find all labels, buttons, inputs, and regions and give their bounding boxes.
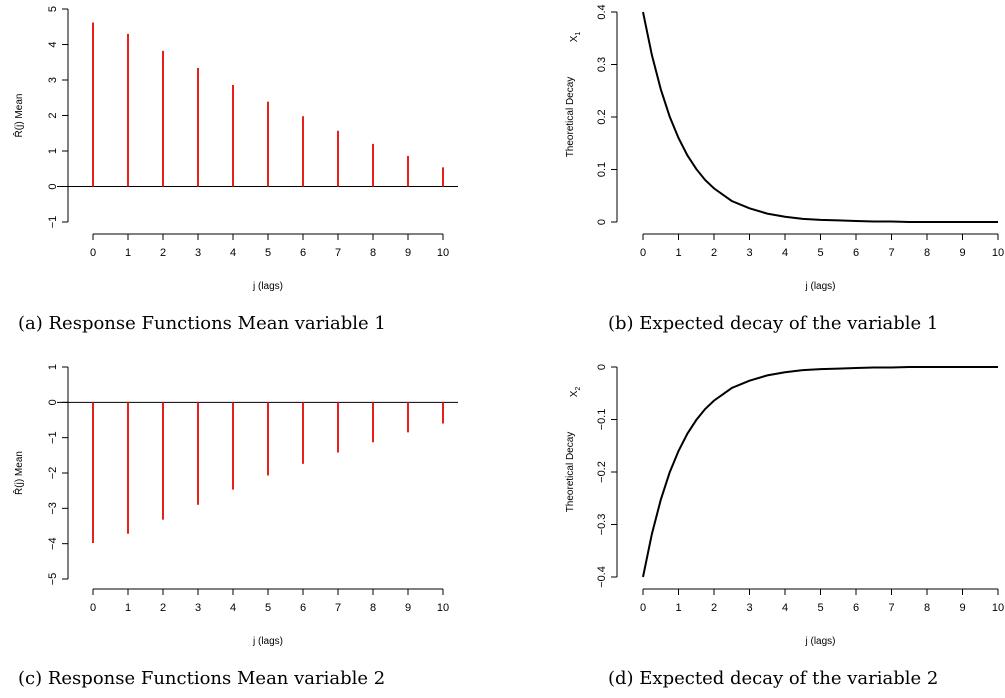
x-tick-label: 8 xyxy=(370,602,376,614)
y-tick-label: 4 xyxy=(47,41,59,47)
y-axis-label: Theoretical Decay xyxy=(565,77,576,158)
x-tick-label: 2 xyxy=(711,247,717,259)
x-tick-label: 4 xyxy=(782,247,788,259)
x-tick-label: 5 xyxy=(817,602,823,614)
x-tick-label: 7 xyxy=(335,602,341,614)
x-tick-label: 2 xyxy=(711,602,717,614)
x-tick-label: 10 xyxy=(992,602,1004,614)
x-axis-label: j (lags) xyxy=(252,636,283,647)
x-tick-label: 9 xyxy=(959,602,965,614)
x-tick-label: 4 xyxy=(230,602,236,614)
y-tick-label: 0.4 xyxy=(596,4,608,19)
x-tick-label: 8 xyxy=(924,247,930,259)
x-tick-label: 1 xyxy=(675,602,681,614)
x-tick-label: 3 xyxy=(746,602,752,614)
x-tick-label: 7 xyxy=(888,602,894,614)
x-tick-label: 9 xyxy=(959,247,965,259)
x-tick-label: 8 xyxy=(370,247,376,259)
y-axis-label-variable: X1 xyxy=(569,32,582,43)
x-axis-label: j (lags) xyxy=(804,281,835,292)
x-tick-label: 3 xyxy=(195,247,201,259)
y-tick-label: 1 xyxy=(47,364,59,370)
caption-d: (d) Expected decay of the variable 2 xyxy=(608,668,939,689)
x-tick-label: 1 xyxy=(125,247,131,259)
x-axis-label: j (lags) xyxy=(252,281,283,292)
y-axis-label: R̂(j) Mean xyxy=(11,451,25,495)
y-tick-label: −0.1 xyxy=(596,409,608,431)
x-tick-label: 6 xyxy=(300,247,306,259)
chart-panel-a: −1 0 1 2 3 4 5 0 1 2 3 4 5 6 7 8 9 10 j (lags) R̂(j) Mean (… xyxy=(0,0,470,340)
caption-a: (a) Response Functions Mean variable 1 xyxy=(18,313,386,334)
chart-panel-c: −5 −4 −3 −2 −1 0 1 0 1 2 3 4 5 6 7 8 9 10 j (lags) R̂(j) Me… xyxy=(0,355,470,698)
x-tick-label: 5 xyxy=(265,602,271,614)
x-tick-label: 8 xyxy=(924,602,930,614)
x-tick-label: 2 xyxy=(160,247,166,259)
x-tick-label: 4 xyxy=(782,602,788,614)
y-tick-label: −4 xyxy=(47,537,59,550)
x-tick-label: 10 xyxy=(437,247,449,259)
x-tick-label: 6 xyxy=(853,247,859,259)
y-tick-label: 0 xyxy=(47,183,59,189)
x-tick-label: 6 xyxy=(853,602,859,614)
chart-b-svg: 0 0.1 0.2 0.3 0.4 0 1 2 3 4 5 6 7 8 9 10 j (lags) Theoret… xyxy=(565,4,1004,292)
y-tick-label: 0.3 xyxy=(596,57,608,72)
x-tick-label: 4 xyxy=(230,247,236,259)
chart-panel-b: 0 0.1 0.2 0.3 0.4 0 1 2 3 4 5 6 7 8 9 10 j (lags) Theoret… xyxy=(545,0,1005,340)
x-tick-label: 2 xyxy=(160,602,166,614)
y-tick-label: 2 xyxy=(47,112,59,118)
y-tick-label: −1 xyxy=(47,216,59,229)
chart-panel-d: −0.4 −0.3 −0.2 −0.1 0 0 1 2 3 4 5 6 7 8 9 10 j (lags) The… xyxy=(545,355,1005,698)
decay-curve xyxy=(642,366,998,578)
y-axis-label-variable: X2 xyxy=(569,387,582,398)
y-tick-label: 0.1 xyxy=(596,162,608,177)
chart-d-svg: −0.4 −0.3 −0.2 −0.1 0 0 1 2 3 4 5 6 7 8 9 10 j (lags) The… xyxy=(565,364,1004,647)
y-tick-label: 3 xyxy=(47,77,59,83)
y-tick-label: −0.3 xyxy=(596,514,608,536)
y-axis-label: R̂(j) Mean xyxy=(11,94,25,138)
y-tick-label: −2 xyxy=(47,467,59,480)
x-tick-label: 0 xyxy=(90,247,96,259)
x-tick-label: 5 xyxy=(817,247,823,259)
y-tick-label: 5 xyxy=(47,6,59,12)
y-tick-label: −0.2 xyxy=(596,461,608,483)
x-tick-label: 0 xyxy=(640,602,646,614)
x-tick-label: 3 xyxy=(195,602,201,614)
x-tick-label: 5 xyxy=(265,247,271,259)
caption-c: (c) Response Functions Mean variable 2 xyxy=(18,668,386,689)
x-tick-label: 0 xyxy=(90,602,96,614)
x-tick-label: 10 xyxy=(437,602,449,614)
y-tick-label: 1 xyxy=(47,148,59,154)
y-tick-label: 0.2 xyxy=(596,109,608,124)
y-tick-label: 0 xyxy=(596,219,608,225)
x-axis-label: j (lags) xyxy=(804,636,835,647)
y-tick-label: −5 xyxy=(47,573,59,586)
x-tick-label: 1 xyxy=(125,602,131,614)
x-tick-label: 9 xyxy=(405,247,411,259)
x-tick-label: 10 xyxy=(992,247,1004,259)
x-tick-label: 6 xyxy=(300,602,306,614)
decay-curve xyxy=(642,11,998,223)
y-tick-label: −3 xyxy=(47,502,59,515)
chart-a-svg: −1 0 1 2 3 4 5 0 1 2 3 4 5 6 7 8 9 10 j (lags) R̂(j) Mean xyxy=(11,6,458,292)
x-tick-label: 3 xyxy=(746,247,752,259)
y-tick-label: −1 xyxy=(47,431,59,444)
caption-b: (b) Expected decay of the variable 1 xyxy=(608,313,939,334)
y-axis-label: Theoretical Decay xyxy=(565,432,576,513)
y-tick-label: 0 xyxy=(47,399,59,405)
x-tick-label: 7 xyxy=(888,247,894,259)
y-tick-label: 0 xyxy=(596,364,608,370)
x-tick-label: 7 xyxy=(335,247,341,259)
x-tick-label: 1 xyxy=(675,247,681,259)
x-tick-label: 0 xyxy=(640,247,646,259)
y-tick-label: −0.4 xyxy=(596,566,608,588)
x-tick-label: 9 xyxy=(405,602,411,614)
